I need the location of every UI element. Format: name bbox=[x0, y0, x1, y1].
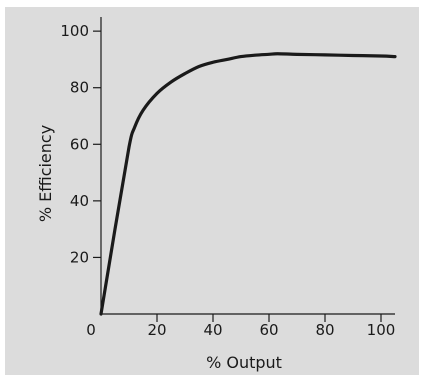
x-tick-label: 20 bbox=[147, 321, 166, 339]
y-tick-label: 60 bbox=[70, 135, 89, 153]
y-tick-label: 20 bbox=[70, 248, 89, 266]
x-tick-label: 60 bbox=[259, 321, 278, 339]
x-ticks: 0 20 40 60 80 100 bbox=[86, 314, 395, 339]
x-tick-label: 80 bbox=[315, 321, 334, 339]
y-tick-label: 100 bbox=[60, 22, 89, 40]
efficiency-curve bbox=[99, 52, 397, 316]
x-tick-label: 100 bbox=[367, 321, 396, 339]
x-tick-label: 0 bbox=[86, 321, 96, 339]
chart-figure: 20 40 60 80 100 0 20 40 60 80 100 % Output % Effi… bbox=[5, 7, 419, 375]
efficiency-chart: 20 40 60 80 100 0 20 40 60 80 100 % Output % Effi… bbox=[36, 17, 397, 372]
x-tick-label: 40 bbox=[203, 321, 222, 339]
y-tick-label: 40 bbox=[70, 192, 89, 210]
y-tick-label: 80 bbox=[70, 79, 89, 97]
y-ticks: 20 40 60 80 100 bbox=[60, 22, 101, 266]
x-axis-title: % Output bbox=[206, 353, 282, 372]
y-axis-title: % Efficiency bbox=[36, 125, 55, 222]
